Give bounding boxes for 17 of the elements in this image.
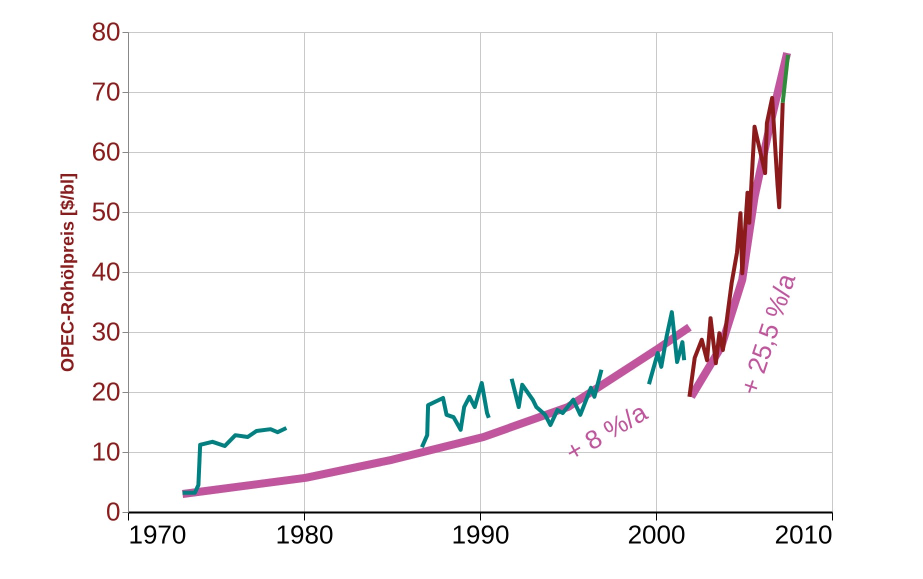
x-tick-label: 2000 (628, 520, 686, 550)
y-tick-label: 80 (92, 16, 120, 46)
y-tick-label: 70 (92, 76, 120, 106)
annotation: + 8 %/a (560, 396, 653, 468)
y-tick-label: 0 (106, 496, 120, 526)
y-tick-label: 20 (92, 376, 120, 406)
x-tick-label: 1990 (452, 520, 510, 550)
y-tick-label: 40 (92, 256, 120, 286)
x-tick-label: 1970 (128, 520, 186, 550)
y-tick-label: 60 (92, 136, 120, 166)
y-tick-label: 10 (92, 436, 120, 466)
annotation: + 25,5 %/a (734, 269, 802, 398)
x-tick-label: 1980 (276, 520, 334, 550)
x-tick-label: 2010 (774, 520, 832, 550)
y-tick-label: 50 (92, 196, 120, 226)
y-axis-title: OPEC-Rohölpreis [$/bl] (58, 172, 78, 372)
y-tick-label: 30 (92, 316, 120, 346)
